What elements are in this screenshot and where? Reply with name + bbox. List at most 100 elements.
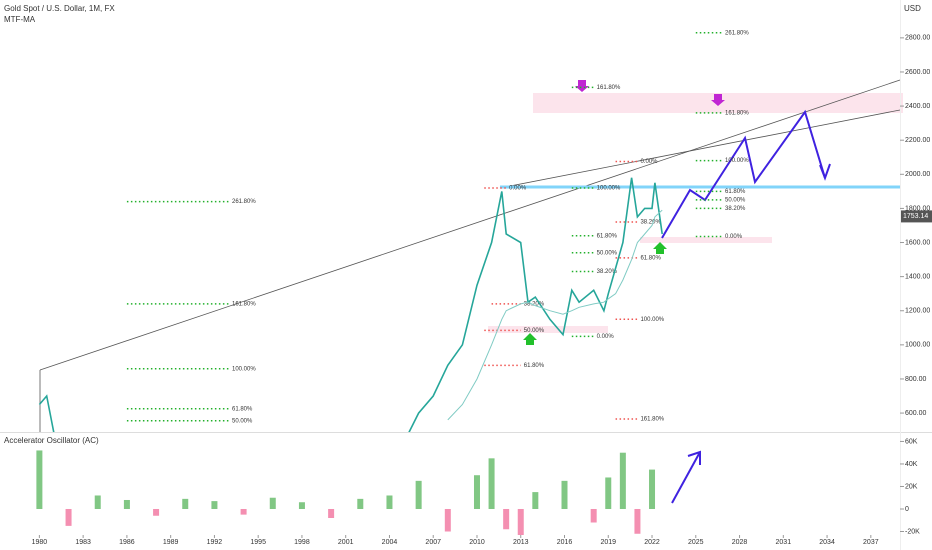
fib-label: 161.80%: [232, 301, 256, 307]
bar: [328, 508, 335, 518]
fib-label: 50.00%: [597, 250, 618, 256]
y-tick-label: 40K: [905, 461, 918, 468]
y-tick-label: 600.00: [905, 410, 927, 417]
x-tick-label: 1992: [207, 539, 223, 546]
x-tick-label: 2007: [425, 539, 441, 546]
fib-label: 38.20%: [640, 220, 661, 226]
bar: [240, 508, 247, 515]
zone: [488, 326, 608, 333]
fib-label: 38.20%: [597, 269, 618, 275]
bar: [357, 498, 364, 509]
fib-label: 61.80%: [232, 406, 253, 412]
x-tick-label: 2004: [382, 539, 398, 546]
bar: [532, 492, 539, 509]
y-tick-label: 2000.00: [905, 171, 930, 178]
fib-label: 0.00%: [509, 186, 527, 192]
fib-label: 100.00%: [232, 366, 256, 372]
x-tick-label: 1980: [32, 539, 48, 546]
projection: [661, 109, 826, 239]
y-tick-label: 1000.00: [905, 342, 930, 349]
bar: [153, 508, 160, 516]
fib-label: 38.20%: [524, 301, 545, 307]
bar: [503, 508, 510, 530]
bar: [488, 458, 495, 509]
pane-title: Accelerator Oscillator (AC): [4, 436, 99, 445]
bar: [36, 450, 43, 509]
x-tick-label: 2025: [688, 539, 704, 546]
fib-label: 161.80%: [640, 417, 664, 423]
fib-label: 261.80%: [725, 30, 749, 36]
bar: [590, 508, 597, 523]
projection: [671, 451, 701, 504]
fib-label: 100.00%: [725, 158, 749, 164]
subtitle: MTF-MA: [4, 15, 36, 24]
bar: [634, 508, 641, 534]
bar: [123, 499, 130, 509]
x-tick-label: 2034: [819, 539, 835, 546]
fib-label: 50.00%: [524, 328, 545, 334]
x-tick-label: 2031: [776, 539, 792, 546]
bar: [444, 508, 451, 532]
bar: [415, 480, 422, 509]
trend-line: [499, 109, 901, 189]
fib-label: 161.80%: [725, 110, 749, 116]
y-tick-label: 0: [905, 506, 909, 513]
arrow-icon: [523, 333, 537, 345]
fib-label: 50.00%: [232, 418, 253, 424]
series-line: [447, 209, 663, 421]
chart-title: Gold Spot / U.S. Dollar, 1M, FX: [4, 4, 115, 13]
fib-label: 50.00%: [725, 197, 746, 203]
arrow-head: [687, 450, 701, 465]
bar: [65, 508, 72, 526]
fib-label: 38.20%: [725, 206, 746, 212]
axis-label: USD: [904, 4, 921, 13]
x-tick-label: 1989: [163, 539, 179, 546]
y-tick-label: 1800.00: [905, 205, 930, 212]
fib-label: 0.00%: [640, 159, 658, 165]
fib-label: 61.80%: [725, 189, 746, 195]
x-tick-label: 1998: [294, 539, 310, 546]
y-tick-label: 2800.00: [905, 35, 930, 42]
bar: [619, 452, 626, 509]
fib-label: 61.80%: [524, 363, 545, 369]
fib-label: 261.80%: [232, 199, 256, 205]
oscillator-pane: [36, 450, 656, 535]
price-pane: 261.80% 161.80% 100.00% 61.80% 50.00% 0.00% 38…: [38, 30, 749, 432]
bar: [473, 475, 480, 509]
bar: [649, 469, 656, 509]
x-tick-label: 2001: [338, 539, 354, 546]
zone: [640, 237, 772, 243]
trend-line: [39, 79, 901, 371]
bar: [386, 495, 393, 509]
fib-label: 161.80%: [597, 85, 621, 91]
x-tick-label: 2019: [600, 539, 616, 546]
x-tick-label: 2016: [557, 539, 573, 546]
x-tick-label: 1995: [250, 539, 266, 546]
series-line: [38, 177, 663, 432]
x-tick-label: 2037: [863, 539, 879, 546]
arrow-icon: [653, 242, 667, 254]
y-tick-label: 2200.00: [905, 137, 930, 144]
fib-label: 61.80%: [597, 233, 618, 239]
y-tick-label: 1400.00: [905, 273, 930, 280]
bar: [182, 498, 189, 509]
bar: [561, 480, 568, 509]
y-tick-label: 2600.00: [905, 69, 930, 76]
fib-label: 0.00%: [597, 334, 615, 340]
x-tick-label: 1986: [119, 539, 135, 546]
y-tick-label: 2400.00: [905, 103, 930, 110]
bar: [605, 477, 612, 509]
y-tick-label: -20K: [905, 528, 920, 535]
y-tick-label: 60K: [905, 438, 918, 445]
y-tick-label: 1600.00: [905, 239, 930, 246]
x-tick-label: 2010: [469, 539, 485, 546]
bar: [211, 501, 218, 509]
bar: [269, 497, 276, 509]
y-tick-label: 1200.00: [905, 308, 930, 315]
x-tick-label: 2013: [513, 539, 529, 546]
bar: [298, 502, 305, 509]
price-badge: [901, 210, 932, 223]
x-tick-label: 1983: [75, 539, 91, 546]
arrow-head: [819, 163, 831, 181]
